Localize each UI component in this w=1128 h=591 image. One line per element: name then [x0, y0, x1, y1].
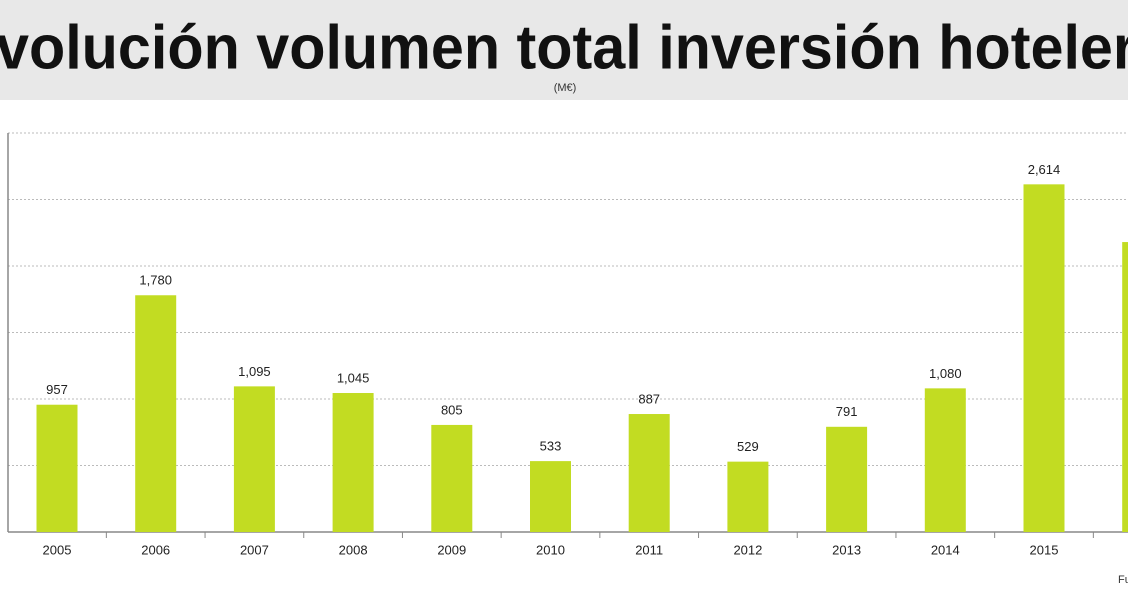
x-tick-label: 2014: [931, 542, 960, 557]
x-tick-label: 2007: [240, 542, 269, 557]
value-label: 957: [46, 382, 68, 397]
x-tick-label: 2005: [43, 542, 72, 557]
value-label: 887: [638, 391, 660, 406]
title-banner: [0, 0, 1128, 100]
bar: [36, 404, 78, 532]
chart-title: volución volumen total inversión hoteler: [0, 13, 1128, 82]
value-label: 529: [737, 439, 759, 454]
x-tick-label: 2011: [635, 542, 663, 557]
bar: [826, 426, 868, 532]
value-label: 1,045: [337, 370, 370, 385]
x-tick-label: 2008: [339, 542, 368, 557]
bar: [431, 424, 473, 532]
x-tick-label: 2013: [832, 542, 861, 557]
bar: [727, 461, 769, 532]
x-tick-label: 2009: [437, 542, 466, 557]
chart-subtitle: (M€): [554, 82, 577, 94]
value-label: 1,080: [929, 366, 962, 381]
bar: [233, 386, 275, 532]
value-label: 2,614: [1028, 162, 1061, 177]
bar: [332, 393, 374, 532]
value-label: 791: [836, 404, 858, 419]
x-tick-label: 2010: [536, 542, 565, 557]
bar: [1023, 184, 1065, 532]
source: Fu: [1118, 574, 1128, 586]
bar: [1122, 242, 1128, 532]
bar: [924, 388, 966, 532]
bar: [628, 414, 670, 532]
value-label: 1,780: [139, 273, 172, 288]
x-tick-label: 2012: [733, 542, 762, 557]
x-tick-label: 2006: [141, 542, 170, 557]
bar: [530, 461, 571, 532]
bar: [135, 295, 177, 532]
value-label: 533: [540, 439, 562, 454]
x-tick-label: 2015: [1030, 542, 1059, 557]
value-label: 1,095: [238, 364, 271, 379]
value-label: 805: [441, 402, 463, 417]
